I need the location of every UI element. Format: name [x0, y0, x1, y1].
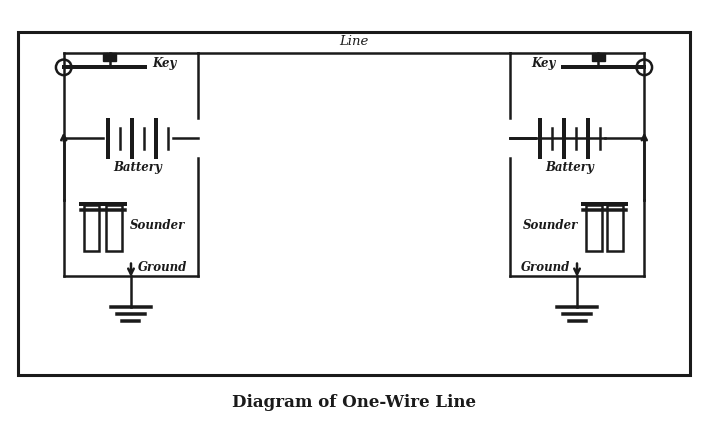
- Text: Line: Line: [339, 35, 369, 48]
- Text: Sounder: Sounder: [523, 219, 578, 232]
- Bar: [106, 205, 122, 252]
- Bar: [586, 205, 602, 252]
- Text: Key: Key: [532, 57, 556, 70]
- Bar: [103, 53, 116, 61]
- Text: Key: Key: [152, 57, 176, 70]
- Text: Sounder: Sounder: [130, 219, 185, 232]
- Text: Diagram of One-Wire Line: Diagram of One-Wire Line: [232, 394, 476, 411]
- Bar: [592, 53, 605, 61]
- Bar: [18, 32, 690, 375]
- Text: Ground: Ground: [138, 261, 188, 274]
- Text: Battery: Battery: [545, 162, 595, 174]
- Bar: [84, 205, 99, 252]
- Bar: [607, 205, 623, 252]
- Text: Ground: Ground: [520, 261, 570, 274]
- Text: Battery: Battery: [113, 162, 163, 174]
